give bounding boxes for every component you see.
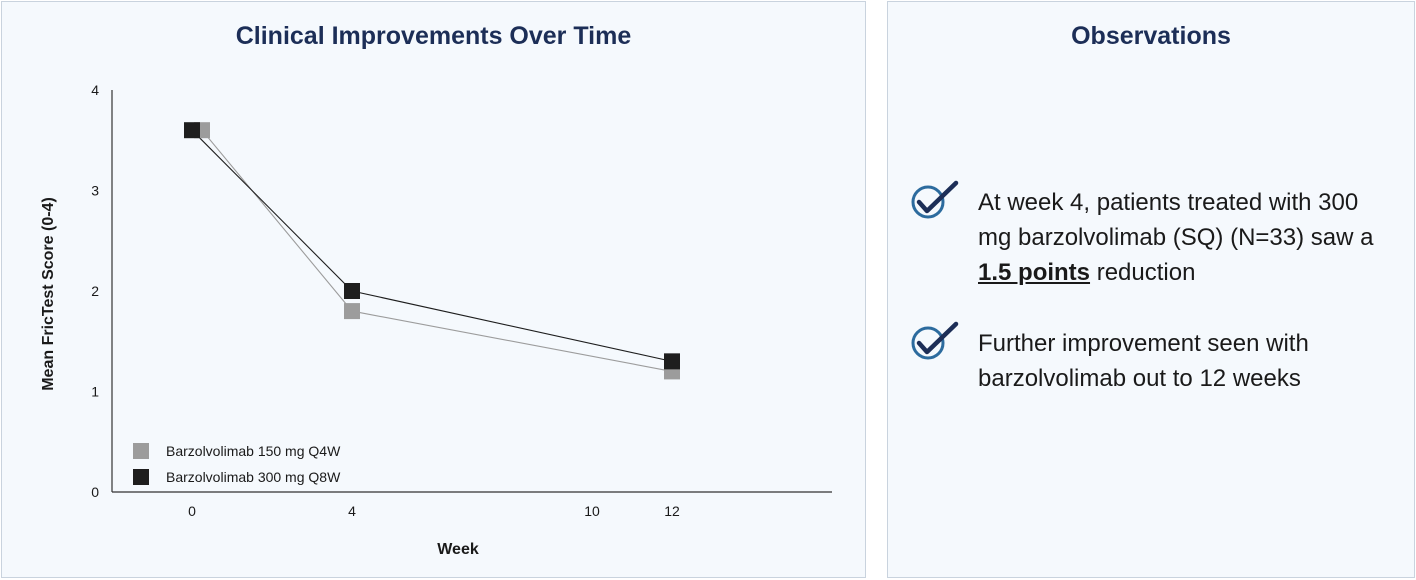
check-circle-icon	[911, 321, 959, 360]
data-point-marker	[344, 283, 360, 299]
data-point-marker	[664, 353, 680, 370]
y-tick-label: 1	[91, 384, 99, 400]
chart-title: Clinical Improvements Over Time	[235, 22, 632, 50]
observations-panel: Observations At week 4, patients treated…	[887, 1, 1415, 578]
y-tick-label: 3	[91, 183, 99, 199]
x-tick-label: 0	[188, 503, 196, 519]
legend-swatch	[133, 469, 149, 485]
chart-panel: 0 1 2 3 4 0 4 10 12 Week Mean FricTest Score (0-4)…	[1, 1, 866, 578]
legend-swatch	[133, 443, 149, 459]
x-tick-label: 12	[664, 503, 680, 519]
observations-title: Observations	[1071, 22, 1231, 50]
legend-label: Barzolvolimab 300 mg Q8W	[166, 469, 341, 485]
legend-label: Barzolvolimab 150 mg Q4W	[166, 443, 341, 459]
check-circle-icon	[911, 180, 959, 219]
series-line	[201, 129, 673, 372]
x-tick-label: 4	[348, 503, 356, 519]
x-axis-label: Week	[437, 541, 479, 558]
data-point-marker	[344, 303, 360, 320]
y-tick-label: 2	[91, 283, 99, 299]
y-tick-label: 0	[91, 484, 99, 500]
data-point-marker	[184, 122, 200, 139]
y-axis-label: Mean FricTest Score (0-4)	[40, 197, 57, 391]
observation-text: Further improvement seen with barzolvoli…	[978, 330, 1309, 392]
observation-text: At week 4, patients treated with 300 mg …	[978, 189, 1374, 286]
y-tick-label: 4	[91, 82, 99, 98]
x-tick-label: 10	[584, 503, 600, 519]
